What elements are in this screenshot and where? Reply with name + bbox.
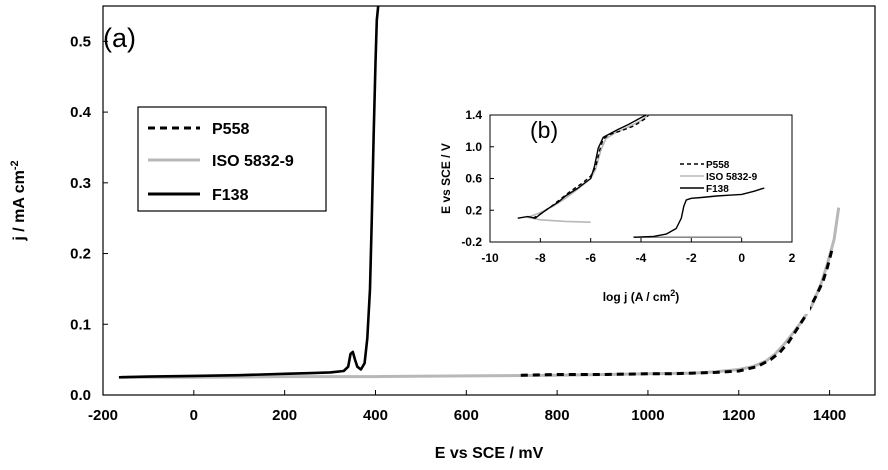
y-tick-label: 0.3 (70, 175, 91, 192)
inset-series-line-f138 (633, 187, 765, 238)
inset-x-tick-label: -6 (585, 251, 596, 265)
inset-y-axis-label: E vs SCE / V (439, 143, 453, 214)
inset-x-tick-label: -10 (481, 251, 499, 265)
plot-frame (102, 5, 876, 396)
legend-label: ISO 5832-9 (212, 153, 294, 170)
inset-legend-label: ISO 5832-9 (706, 172, 758, 183)
inset-y-tick-label: 0.6 (465, 172, 482, 186)
x-tick-label: 400 (363, 407, 388, 424)
y-tick-label: 0.1 (70, 316, 91, 333)
x-tick-label: -200 (88, 407, 118, 424)
y-axis-label: j / mA cm-2 (9, 160, 28, 241)
series-line-f138 (118, 5, 380, 379)
inset-y-tick-label: 0.2 (465, 203, 482, 217)
inset-y-tick-label: 1.4 (465, 108, 482, 122)
inset-x-tick-label: -2 (686, 251, 697, 265)
panel-label-b: (b) (530, 117, 558, 143)
panel-label-a: (a) (103, 23, 136, 53)
main-plot: -200 0 200 400 600 800 1000 1200 1400 0.0 0.1 0.2 0.… (9, 5, 876, 462)
inset-x-axis-label: log j (A / cm2) (603, 288, 680, 304)
inset-x-tick-label: 0 (738, 251, 745, 265)
inset-background (438, 96, 810, 314)
y-tick-label: 0.5 (70, 33, 91, 50)
x-tick-label: 1400 (813, 407, 846, 424)
inset-y-tick-label: -0.2 (461, 235, 482, 249)
inset-y-tick-label: 1.0 (465, 140, 482, 154)
inset-x-tick-label: -8 (535, 251, 546, 265)
inset-x-tick-label: 2 (789, 251, 796, 265)
legend: P558 ISO 5832-9 F138 (137, 106, 327, 212)
inset-series-line-f138 (517, 114, 647, 219)
x-tick-label: 0 (190, 407, 198, 424)
legend-label: F138 (212, 187, 249, 204)
y-tick-label: 0.0 (70, 387, 91, 404)
x-tick-label: 1000 (631, 407, 664, 424)
inset-plot: -10 -8 -6 -4 -2 0 2 -0.2 0.2 0.6 1.0 1.4 log j (A / … (438, 96, 810, 314)
x-tick-label: 200 (272, 407, 297, 424)
x-axis-label: E vs SCE / mV (435, 445, 544, 462)
x-tick-label: 800 (545, 407, 570, 424)
inset-x-tick-label: -4 (636, 251, 647, 265)
series-line-p558 (520, 249, 834, 377)
x-tick-label: 1200 (722, 407, 755, 424)
y-tick-label: 0.4 (70, 104, 92, 121)
inset-legend-label: P558 (706, 160, 730, 171)
y-tick-label: 0.2 (70, 246, 91, 263)
inset-legend-label: F138 (706, 184, 729, 195)
x-tick-label: 600 (454, 407, 479, 424)
legend-label: P558 (212, 121, 249, 138)
